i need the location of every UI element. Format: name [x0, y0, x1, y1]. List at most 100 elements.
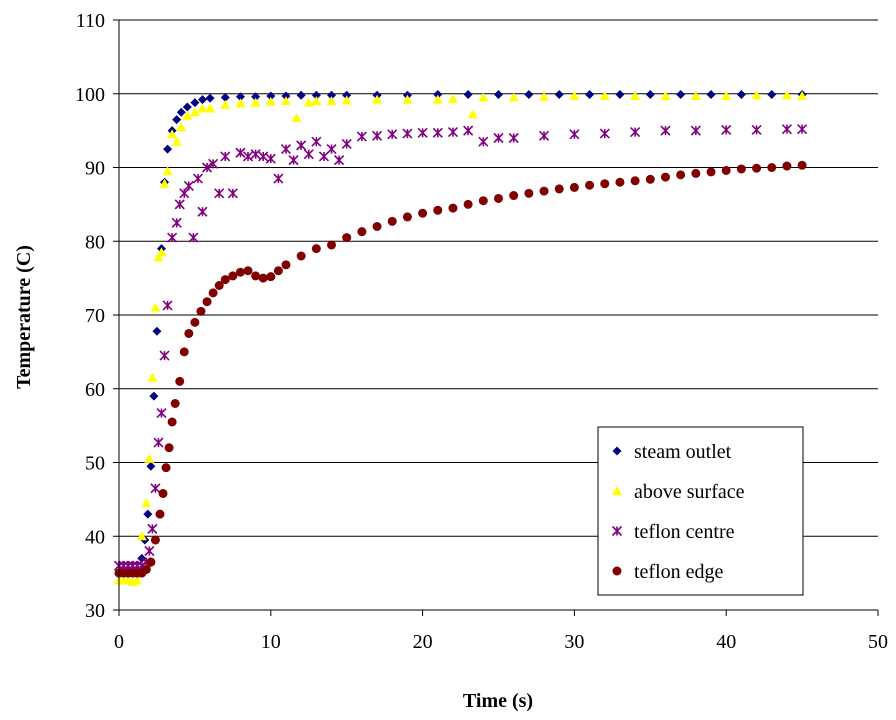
- data-point: [585, 89, 595, 99]
- data-point: [179, 347, 189, 357]
- y-axis-title: Temperature (C): [13, 245, 35, 389]
- data-point: [235, 147, 246, 158]
- data-point: [146, 557, 156, 567]
- data-point: [447, 127, 459, 138]
- data-point: [676, 170, 686, 180]
- data-point: [141, 564, 151, 574]
- data-point: [235, 267, 245, 277]
- y-tick-label-100: 100: [75, 84, 105, 106]
- data-point: [243, 266, 253, 276]
- data-point: [327, 90, 337, 100]
- y-tick-label-30: 30: [85, 600, 105, 622]
- data-point: [171, 136, 182, 146]
- data-point: [162, 300, 173, 311]
- data-point: [630, 127, 641, 138]
- data-point: [660, 90, 671, 100]
- data-point: [538, 130, 550, 141]
- data-point: [251, 92, 261, 102]
- data-point: [172, 115, 182, 125]
- data-point: [184, 328, 194, 338]
- data-point: [478, 136, 489, 147]
- data-point: [402, 128, 413, 139]
- data-point: [150, 483, 161, 494]
- data-point: [767, 163, 777, 172]
- data-point: [156, 247, 167, 257]
- data-point: [554, 184, 564, 194]
- data-point: [242, 151, 254, 162]
- data-point: [433, 205, 443, 215]
- data-point: [208, 288, 218, 298]
- data-point: [296, 90, 306, 100]
- data-point: [569, 90, 580, 100]
- data-point: [645, 174, 655, 184]
- data-point: [273, 266, 283, 276]
- data-point: [493, 132, 504, 144]
- data-point: [192, 173, 204, 184]
- x-tick-label-20: 20: [413, 631, 433, 653]
- data-point: [660, 125, 671, 136]
- data-point: [402, 212, 412, 222]
- data-point: [387, 216, 397, 226]
- data-point: [303, 97, 314, 107]
- data-point: [144, 545, 155, 557]
- data-point: [342, 90, 352, 100]
- data-point: [326, 96, 337, 106]
- legend: steam outlet above surface teflon centre te…: [597, 426, 804, 596]
- data-point: [372, 222, 382, 231]
- data-point: [288, 155, 299, 166]
- data-point: [202, 297, 212, 307]
- data-point: [751, 90, 762, 100]
- data-point: [311, 90, 321, 100]
- data-point: [706, 89, 716, 99]
- data-point: [190, 98, 200, 108]
- y-tick-label-50: 50: [85, 453, 105, 475]
- data-point: [190, 317, 200, 327]
- data-point: [196, 306, 206, 316]
- data-point: [797, 124, 808, 135]
- data-point: [508, 132, 519, 144]
- data-point: [569, 129, 580, 140]
- data-point: [153, 437, 164, 448]
- data-point: [162, 166, 173, 176]
- legend-label-teflon-centre: teflon centre: [634, 521, 735, 543]
- data-point: [296, 251, 306, 261]
- y-tick-label-90: 90: [85, 158, 105, 180]
- series-teflon-edge: [114, 160, 807, 578]
- data-point: [197, 95, 207, 105]
- data-point: [132, 575, 143, 585]
- data-point: [615, 89, 625, 99]
- data-point: [645, 89, 655, 99]
- data-point: [251, 271, 261, 281]
- data-point: [171, 217, 182, 228]
- data-point: [342, 233, 352, 243]
- series-teflon-centre: [113, 124, 808, 571]
- data-point: [600, 179, 610, 189]
- data-point: [167, 129, 178, 139]
- data-point: [341, 95, 352, 105]
- data-point: [197, 103, 208, 113]
- legend-marker-steam-outlet: [612, 446, 622, 456]
- data-point: [585, 180, 595, 190]
- data-point: [155, 509, 165, 519]
- data-point: [136, 531, 147, 541]
- data-point: [691, 168, 701, 178]
- series-above-surface: [114, 90, 808, 586]
- data-point: [164, 443, 174, 453]
- data-point: [280, 96, 291, 106]
- data-point: [736, 164, 746, 174]
- data-point: [630, 176, 640, 186]
- data-point: [258, 151, 269, 162]
- data-point: [152, 326, 162, 336]
- data-point: [228, 271, 238, 281]
- data-point: [188, 232, 199, 243]
- data-point: [432, 94, 443, 104]
- legend-marker-teflon-edge: [612, 566, 622, 576]
- data-point: [467, 109, 478, 119]
- data-point: [417, 127, 428, 138]
- data-point: [660, 172, 670, 182]
- data-point: [149, 391, 159, 401]
- data-point: [146, 461, 156, 471]
- data-point: [387, 129, 398, 140]
- data-point: [150, 302, 161, 312]
- data-point: [250, 97, 261, 107]
